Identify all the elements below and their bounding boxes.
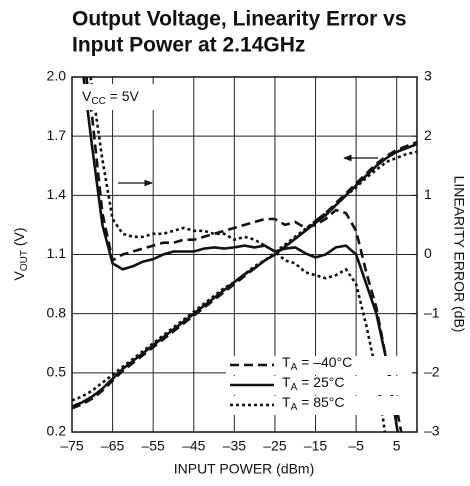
plot-lines <box>72 77 417 432</box>
vout-line <box>72 140 417 410</box>
x-tick-label: –45 <box>182 438 206 454</box>
x-axis-label: INPUT POWER (dBm) <box>174 461 315 477</box>
x-tick-label: 5 <box>393 438 401 454</box>
vout-line <box>72 142 417 408</box>
legend-bg <box>226 396 412 415</box>
y2-tick-label: –3 <box>424 423 440 439</box>
y-tick-label: 0.8 <box>47 304 67 320</box>
annotation: VCC = 5V <box>82 88 140 107</box>
x-tick-label: –5 <box>348 438 364 454</box>
y-tick-label: 0.2 <box>47 423 67 439</box>
legend-label: TA = 85°C <box>282 394 344 413</box>
annotation-box <box>78 84 160 110</box>
y2-tick-label: 3 <box>424 68 432 84</box>
y-tick-label: 1.7 <box>47 127 67 143</box>
y2-tick-label: 1 <box>424 186 432 202</box>
plot-frame <box>71 76 418 433</box>
y-tick-label: 1.1 <box>47 245 67 261</box>
y2-tick-label: –2 <box>424 364 440 380</box>
vout-line <box>72 150 417 402</box>
chart-title: Input Power at 2.14GHz <box>72 34 305 57</box>
x-tick-label: –15 <box>304 438 328 454</box>
error-line <box>85 77 403 432</box>
y2-tick-label: –1 <box>424 304 440 320</box>
legend-label: TA = 25°C <box>282 374 344 393</box>
y-tick-label: 2.0 <box>47 68 67 84</box>
legend-bg <box>226 376 412 395</box>
y-tick-label: 0.5 <box>47 364 67 380</box>
x-tick-label: –25 <box>263 438 287 454</box>
legend-label: TA = –40°C <box>282 354 352 373</box>
x-tick-label: –75 <box>60 438 84 454</box>
legend-bg <box>226 356 412 375</box>
y-axis-label: VOUT (V) <box>11 227 30 280</box>
y2-tick-label: 2 <box>424 127 432 143</box>
y2-tick-label: 0 <box>424 245 432 261</box>
chart-title: Output Voltage, Linearity Error vs <box>72 8 407 31</box>
y-tick-label: 1.4 <box>47 186 67 202</box>
x-tick-label: –65 <box>101 438 125 454</box>
y2-axis-label: LINEARITY ERROR (dB) <box>451 176 467 333</box>
x-tick-label: –55 <box>141 438 165 454</box>
error-line <box>89 77 387 432</box>
error-line <box>82 77 399 432</box>
x-tick-label: –35 <box>223 438 247 454</box>
